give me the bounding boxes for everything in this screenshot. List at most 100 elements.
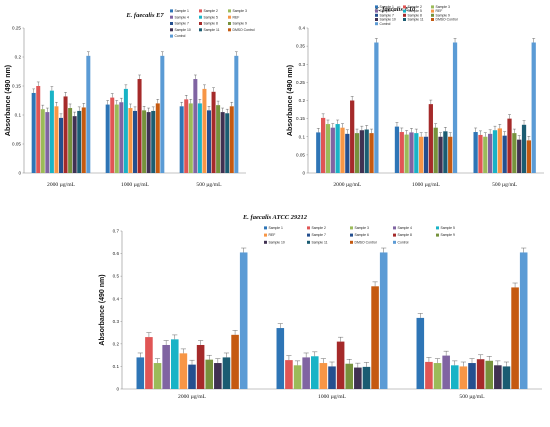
bar [188, 103, 193, 173]
bar [497, 128, 502, 173]
legend-entry: Sample 3 [233, 9, 247, 13]
bar [123, 88, 128, 173]
legend-entry: Sample 8 [398, 233, 412, 237]
bar [68, 108, 73, 173]
bar [276, 328, 285, 389]
bar [54, 106, 59, 173]
legend-entry: Control [380, 22, 391, 26]
legend-swatch [170, 15, 173, 19]
legend-entry: Sample 10 [269, 240, 285, 244]
y-axis-label: Absorbance (490 nm) [5, 65, 12, 136]
bar [170, 339, 179, 389]
legend-swatch [199, 9, 202, 13]
category-label: 500 µg/mL [492, 182, 518, 188]
bar [507, 118, 512, 173]
bar [234, 55, 239, 174]
bar [72, 116, 77, 173]
bar [517, 139, 522, 173]
bar [394, 126, 400, 173]
bar [45, 112, 50, 173]
bar [354, 367, 362, 389]
legend-entry: Sample 2 [312, 226, 326, 230]
y-tick-label: 0.2 [15, 55, 22, 60]
legend-entry: REF [436, 9, 443, 13]
bar [114, 104, 119, 173]
bar [206, 110, 212, 173]
bar [81, 107, 86, 173]
chart-title: E. faecalis E10 [374, 6, 416, 13]
legend-entry: Sample 1 [175, 9, 189, 13]
legend-swatch [170, 34, 173, 38]
bar [146, 112, 151, 173]
bar [162, 344, 170, 389]
bar [302, 357, 310, 389]
legend-entry: Sample 6 [355, 233, 369, 237]
legend-entry: Sample 8 [408, 13, 422, 17]
bar [142, 110, 147, 173]
bar [502, 135, 507, 173]
bar [188, 364, 196, 389]
bar [459, 366, 468, 389]
legend-swatch [350, 233, 353, 237]
bar [416, 317, 425, 389]
bar [216, 105, 221, 173]
legend-entry: DMSO Control [233, 28, 255, 32]
y-tick-label: 0.3 [113, 319, 120, 324]
bar [362, 366, 371, 389]
bar [160, 55, 165, 174]
bar [196, 344, 205, 389]
legend-swatch [228, 28, 231, 32]
legend-swatch [403, 5, 406, 9]
bar [485, 360, 494, 389]
bar [58, 117, 64, 173]
bar [350, 100, 355, 173]
bar [521, 124, 527, 173]
bar [433, 127, 438, 173]
y-tick-label: 0.1 [299, 134, 306, 139]
bar [438, 136, 443, 173]
bar [476, 359, 485, 389]
bar [310, 356, 319, 389]
legend-swatch [264, 226, 267, 230]
legend-swatch [431, 5, 434, 9]
legend-entry: Sample 10 [175, 28, 191, 32]
bar [409, 132, 414, 173]
bar [374, 42, 379, 173]
legend-entry: Sample 1 [269, 226, 283, 230]
bar [193, 79, 198, 173]
bar [214, 363, 222, 389]
bar [285, 360, 293, 389]
y-tick-label: 0.2 [113, 341, 120, 346]
y-tick-label: 0 [18, 171, 21, 176]
legend-swatch [350, 226, 353, 230]
bar [179, 106, 184, 173]
bar [428, 104, 433, 173]
bar [371, 286, 379, 389]
legend-swatch [393, 233, 396, 237]
legend-entry: DMSO Control [355, 240, 377, 244]
legend-swatch [375, 22, 378, 26]
bar [205, 359, 214, 389]
legend-swatch [393, 226, 396, 230]
legend-swatch [403, 18, 406, 21]
bar [63, 96, 68, 173]
y-tick-label: 0 [302, 171, 305, 176]
chart-3: E. faecalis ATCC 29212 Absorbance (490 nm… [99, 214, 542, 400]
bar [526, 140, 532, 173]
legend-entry: REF [269, 233, 276, 237]
legend-swatch [375, 9, 378, 13]
legend-entry: Sample 7 [380, 13, 394, 17]
bar [36, 86, 41, 173]
bar [225, 113, 230, 173]
legend-swatch [228, 22, 231, 25]
bar [330, 127, 335, 173]
bar [442, 355, 450, 389]
legend-swatch [403, 13, 406, 17]
y-tick-label: 0.05 [296, 152, 305, 157]
legend-swatch [170, 28, 173, 32]
bar [345, 133, 350, 173]
bar [519, 252, 528, 389]
legend-swatch [403, 9, 406, 13]
legend-swatch [199, 22, 202, 25]
y-tick-label: 0.25 [12, 26, 21, 31]
